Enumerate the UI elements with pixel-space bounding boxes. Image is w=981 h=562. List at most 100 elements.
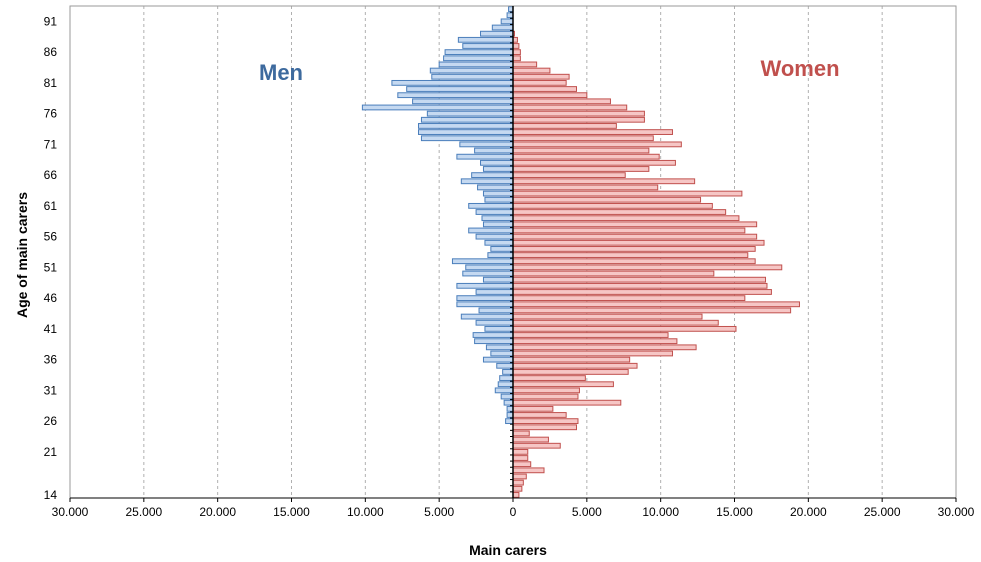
x-tick-label: 10.000 (347, 505, 384, 519)
bar-men (417, 129, 514, 135)
y-tick-label: 21 (44, 445, 58, 459)
bar-women (512, 448, 529, 455)
y-tick-label: 86 (44, 45, 58, 59)
x-tick-label: 30.000 (52, 505, 89, 519)
bar-women (512, 319, 719, 326)
bar-women (512, 344, 697, 351)
bar-women (512, 295, 746, 302)
bar-women (512, 79, 567, 86)
bar-men (481, 215, 514, 222)
bar-women (512, 202, 713, 209)
bar-women (512, 350, 673, 357)
bar-women (512, 313, 703, 320)
y-axis-title: Age of main carers (14, 192, 30, 318)
bar-men (456, 153, 514, 160)
y-tick-label: 26 (44, 414, 58, 428)
bar-women (512, 412, 567, 418)
bar-men (397, 92, 514, 99)
bar-women (512, 116, 645, 123)
bar-women (512, 227, 746, 234)
bar-women (512, 233, 758, 240)
bar-men (460, 313, 514, 320)
bar-men (506, 12, 514, 19)
bar-men (502, 369, 514, 375)
bar-women (512, 387, 580, 394)
bar-women (512, 196, 702, 203)
bar-men (480, 30, 514, 37)
bar-men (468, 202, 514, 209)
bar-men (496, 362, 514, 369)
bar-men (460, 178, 514, 185)
y-tick-label: 31 (44, 383, 58, 397)
x-axis-ticks: 30.000 25.000 20.000 15.000 10.000 5.000 0 5.00… (52, 498, 975, 519)
bar-women (512, 399, 622, 406)
bar-men (474, 338, 514, 345)
y-tick-label: 41 (44, 322, 58, 336)
bar-women (512, 289, 772, 295)
x-tick-label: 20.000 (199, 505, 236, 519)
bar-men (478, 307, 514, 314)
y-tick-label: 61 (44, 199, 58, 213)
men-legend-label: Men (259, 60, 303, 85)
bar-men (506, 405, 514, 412)
bar-women (512, 123, 617, 129)
bar-women (512, 405, 554, 412)
bar-men (468, 227, 514, 234)
bar-women (512, 430, 530, 437)
x-tick-label: 15.000 (273, 505, 310, 519)
bar-women (512, 442, 561, 449)
y-tick-label: 36 (44, 353, 58, 367)
bar-women (512, 485, 523, 492)
bar-women (512, 307, 792, 314)
bar-women (512, 455, 529, 461)
bar-women (512, 461, 532, 468)
bar-women (512, 104, 628, 111)
bar-women (512, 301, 800, 308)
bar-women (512, 221, 758, 228)
x-tick-label: 5.000 (572, 505, 602, 519)
x-tick-label: 25.000 (125, 505, 162, 519)
bar-women (512, 153, 660, 160)
bar-women (512, 49, 521, 56)
bar-women (512, 467, 545, 474)
bar-women (512, 190, 743, 197)
bar-men (420, 135, 514, 142)
x-tick-label: 0 (510, 505, 517, 519)
bar-women (512, 159, 676, 166)
bar-men (490, 246, 514, 252)
bar-women (512, 98, 611, 105)
bar-men (499, 375, 514, 381)
bar-women (512, 325, 737, 332)
bar-women (512, 252, 749, 258)
bar-women (512, 239, 765, 246)
y-axis-ticks: 14 21 26 31 36 41 46 51 56 61 66 71 76 81 86 91 (44, 14, 58, 502)
bar-men (431, 73, 514, 80)
bar-men (497, 381, 514, 388)
bar-women (512, 369, 629, 375)
bar-men (438, 61, 514, 68)
bar-men (484, 196, 514, 203)
men-series (361, 6, 514, 425)
bar-men (406, 86, 514, 92)
x-tick-label: 10.000 (642, 505, 679, 519)
x-axis-title: Main carers (469, 542, 547, 558)
bar-men (490, 350, 514, 357)
bar-men (444, 49, 514, 56)
bar-women (512, 215, 740, 222)
bar-men (475, 233, 514, 240)
bar-women (512, 270, 715, 277)
bar-men (491, 24, 514, 31)
bar-men (456, 295, 514, 302)
bar-women (512, 135, 654, 142)
bar-women (512, 356, 631, 363)
bar-men (456, 301, 514, 308)
y-tick-label: 81 (44, 76, 58, 90)
bar-men (487, 252, 514, 258)
bar-women (512, 209, 727, 215)
y-tick-label: 76 (44, 107, 58, 121)
bar-women (512, 264, 783, 271)
x-tick-label: 20.000 (790, 505, 827, 519)
bar-men (482, 190, 514, 197)
bar-men (474, 147, 514, 154)
